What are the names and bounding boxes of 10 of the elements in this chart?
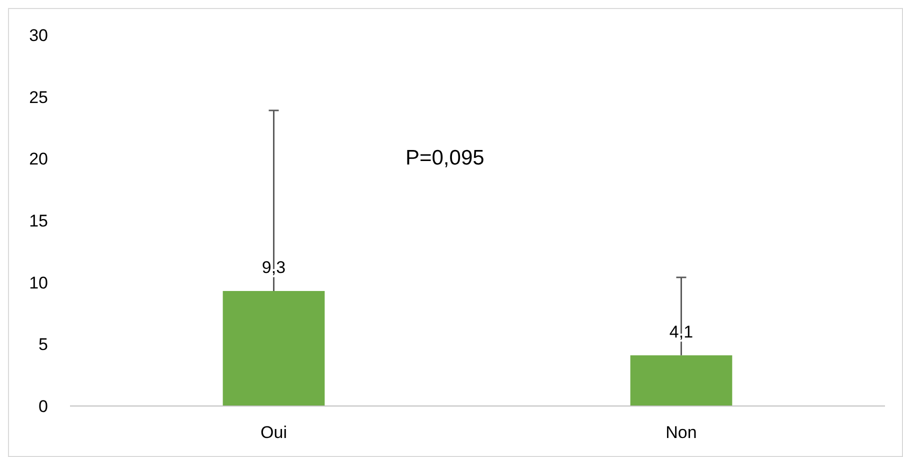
y-tick-label: 25 [29, 88, 48, 107]
y-tick-label: 15 [29, 211, 48, 230]
annotation: P=0,095 [405, 146, 484, 170]
y-tick-label: 30 [29, 26, 48, 45]
y-tick-label: 20 [29, 150, 48, 169]
y-tick-label: 5 [38, 335, 48, 354]
x-tick-label: Oui [260, 423, 287, 442]
x-tick-label: Non [666, 423, 697, 442]
y-tick-label: 10 [29, 273, 48, 292]
y-tick-label: 0 [38, 396, 48, 416]
